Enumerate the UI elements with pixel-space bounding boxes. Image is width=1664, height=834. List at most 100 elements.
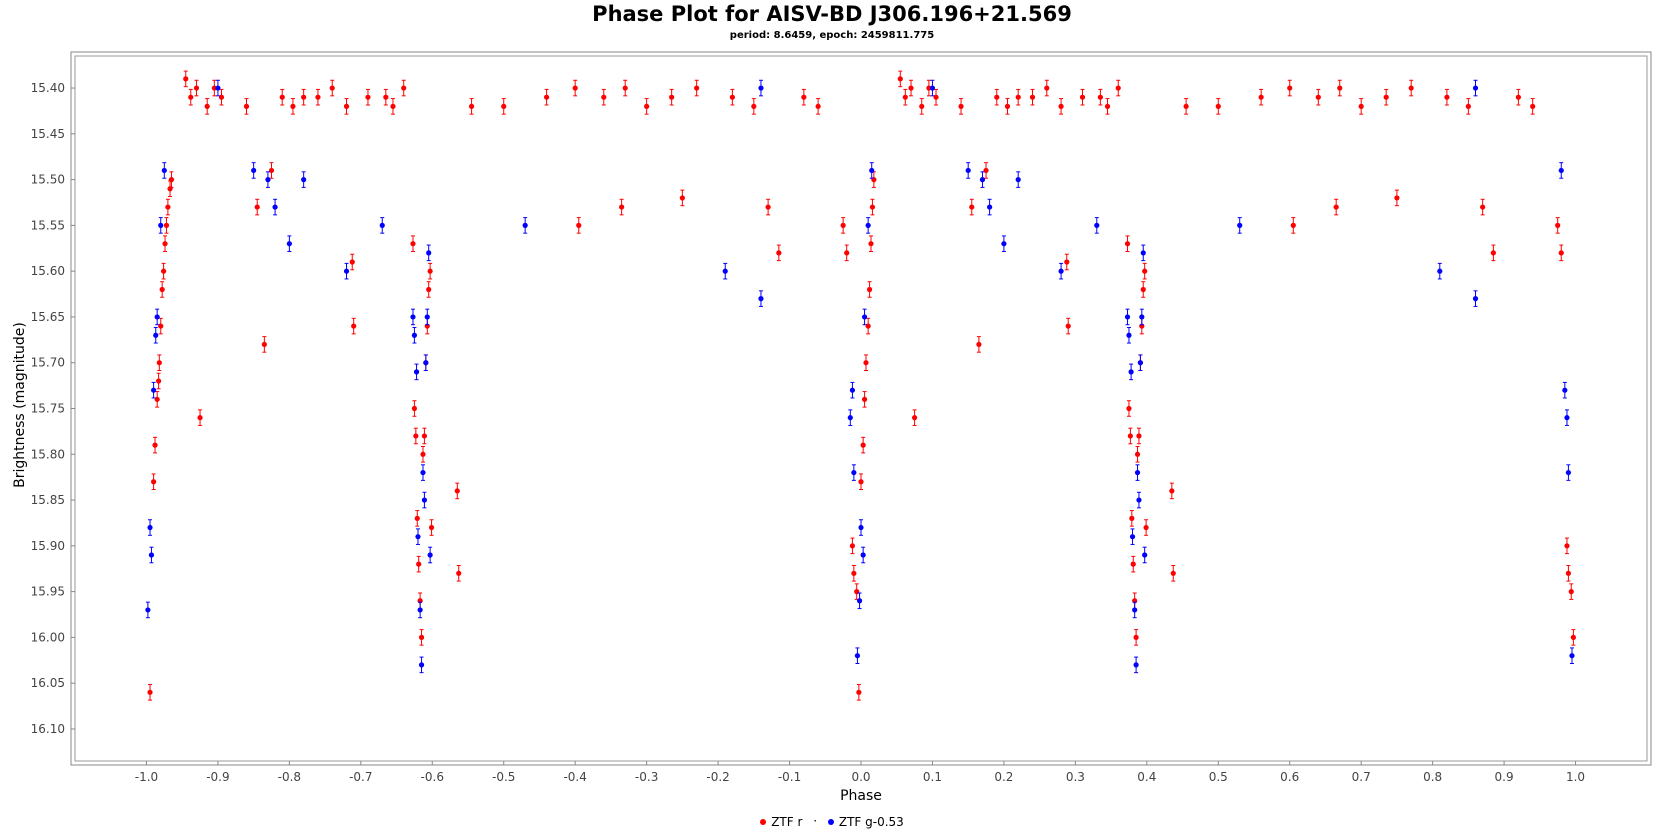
data-point: [1465, 103, 1471, 109]
data-point: [148, 552, 155, 558]
data-point: [1094, 222, 1100, 228]
data-point: [1337, 85, 1343, 91]
data-point: [1143, 524, 1149, 531]
data-point: [933, 94, 939, 100]
data-point: [153, 332, 159, 338]
data-point: [1064, 259, 1070, 265]
data-point: [544, 94, 550, 100]
data-point: [418, 634, 425, 640]
x-tick-label: -0.9: [206, 770, 229, 784]
data-point: [1408, 85, 1414, 91]
data-point: [897, 76, 903, 82]
data-point: [161, 268, 167, 274]
legend-label-ztf-r: ZTF r: [771, 815, 803, 829]
data-point: [1565, 570, 1571, 576]
x-axis: -1.0 -0.9 -0.8 -0.7 -0.6 -0.5 -0.4 -0.3 -0.2 -0.1…: [135, 761, 1585, 784]
data-point: [869, 204, 876, 210]
data-point: [979, 177, 986, 183]
data-point: [1115, 85, 1121, 91]
legend-separator: ·: [813, 814, 818, 828]
data-point: [902, 94, 908, 100]
data-point: [423, 360, 429, 366]
data-point: [365, 94, 371, 100]
y-tick-label: 15.50: [31, 173, 65, 187]
data-point: [1183, 103, 1189, 109]
data-point: [204, 103, 210, 109]
y-tick-label: 15.85: [31, 493, 65, 507]
data-point: [1133, 634, 1139, 640]
y-tick-label: 15.45: [31, 127, 65, 141]
x-tick-label: -0.1: [778, 770, 801, 784]
data-point: [413, 433, 419, 439]
x-tick-label: 0.1: [923, 770, 942, 784]
data-point: [168, 177, 175, 183]
data-point: [619, 204, 625, 210]
data-point: [349, 259, 355, 265]
data-point: [414, 515, 420, 521]
series-ztf-g: [145, 79, 1575, 674]
data-point: [1215, 103, 1221, 109]
data-point: [1079, 94, 1086, 100]
data-point: [1480, 204, 1486, 210]
data-point: [869, 167, 875, 174]
data-point: [1124, 314, 1131, 320]
data-point: [849, 543, 856, 549]
data-point: [410, 314, 416, 320]
data-point: [572, 85, 578, 91]
data-point: [1128, 369, 1134, 375]
data-point: [243, 103, 250, 109]
data-point: [211, 85, 217, 91]
data-point: [279, 94, 285, 100]
x-tick-label: -0.8: [278, 770, 301, 784]
data-point: [1140, 250, 1146, 256]
data-point: [426, 250, 432, 256]
x-tick-label: -0.3: [635, 770, 658, 784]
data-point: [854, 653, 861, 659]
data-point: [851, 469, 857, 476]
data-point: [858, 479, 864, 485]
data-point: [860, 552, 866, 558]
data-point: [669, 94, 675, 100]
data-point: [983, 167, 989, 174]
data-point: [379, 222, 385, 228]
data-point: [1358, 103, 1364, 109]
data-point: [468, 103, 475, 109]
data-point: [1130, 561, 1136, 567]
data-point: [765, 204, 771, 210]
y-tick-label: 15.80: [31, 447, 65, 461]
data-point: [815, 103, 821, 109]
data-point: [420, 469, 426, 476]
data-point: [315, 94, 321, 100]
x-tick-label: 0.2: [994, 770, 1013, 784]
x-tick-label: 0.8: [1423, 770, 1442, 784]
data-point: [162, 241, 168, 247]
data-point: [863, 360, 869, 366]
data-point: [456, 570, 462, 576]
data-point: [1564, 543, 1570, 549]
data-point: [1287, 85, 1293, 91]
data-point: [844, 250, 850, 256]
y-tick-label: 15.90: [31, 539, 65, 553]
data-point: [1134, 469, 1141, 476]
data-point: [861, 314, 868, 320]
data-point: [428, 524, 435, 531]
data-point: [694, 85, 700, 91]
data-point: [1169, 488, 1175, 494]
data-point: [1029, 94, 1036, 100]
data-point: [147, 689, 153, 695]
data-point: [151, 387, 157, 393]
legend-marker-ztf-g: [827, 819, 834, 825]
data-point: [165, 204, 171, 210]
data-point: [840, 222, 846, 228]
data-point: [272, 204, 278, 210]
y-axis: 15.40 15.45 15.50 15.55 15.60 15.65 15.70 15.75…: [31, 81, 75, 736]
data-point: [1290, 222, 1296, 228]
data-point: [147, 524, 153, 531]
data-point: [576, 222, 582, 228]
data-point: [154, 314, 160, 320]
data-point: [1315, 94, 1321, 100]
x-axis-title: Phase: [840, 788, 882, 804]
data-point: [156, 378, 162, 384]
y-tick-label: 15.75: [31, 402, 65, 416]
data-point: [1137, 360, 1143, 366]
